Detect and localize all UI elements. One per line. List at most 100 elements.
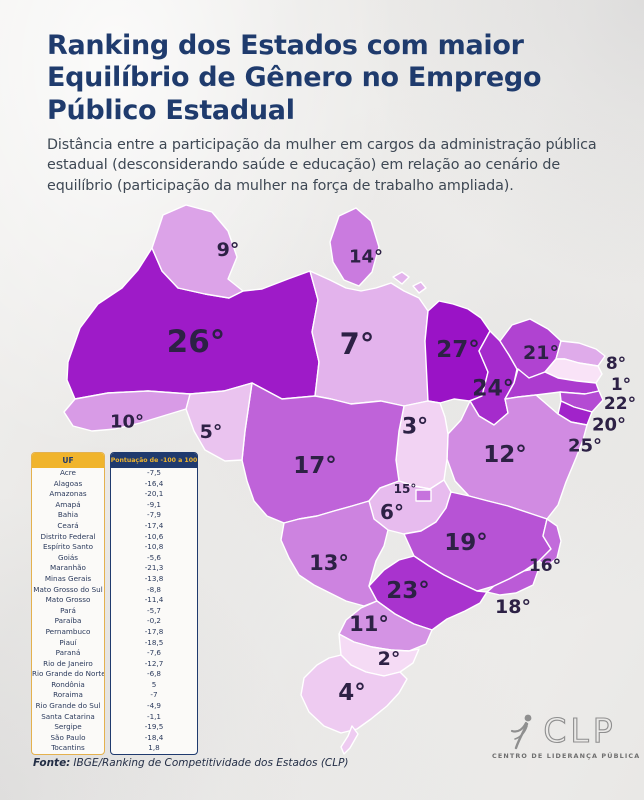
state-ms — [280, 500, 389, 607]
map-label-ap: 14° — [349, 247, 383, 268]
map-label-ms: 13° — [309, 551, 349, 575]
table-row-uf: Pará — [60, 605, 76, 615]
table-row-uf: Paraíba — [54, 616, 82, 626]
map-label-rs: 4° — [338, 680, 366, 706]
table-row-score: -17,4 — [144, 520, 164, 530]
map-label-ro: 5° — [200, 421, 223, 443]
table-header-score: Pontuação de -100 a 100 — [111, 453, 197, 468]
table-row-score: -5,6 — [146, 552, 162, 562]
clp-tagline: CENTRO DE LIDERANÇA PÚBLICA — [492, 752, 641, 760]
table-row-score: -11,4 — [144, 595, 164, 605]
table-row-uf: Santa Catarina — [41, 711, 95, 721]
table-row-score: -13,8 — [144, 573, 164, 583]
state-rs — [300, 654, 408, 734]
map-label-ma: 27° — [436, 337, 480, 363]
clp-wordmark: CLP — [543, 711, 617, 750]
table-row-score: -7,6 — [146, 648, 162, 658]
state-ac — [63, 390, 191, 432]
table-row-uf: Piauí — [59, 637, 77, 647]
table-row-uf: Pernambuco — [45, 626, 91, 636]
table-row-score: -17,8 — [144, 626, 164, 636]
table-row-score: -18,5 — [144, 637, 164, 647]
table-row-score: -12,7 — [144, 658, 164, 668]
map-label-sc: 2° — [378, 648, 401, 670]
table-row-score: -7,9 — [146, 510, 162, 520]
table-score-cells: -7,5 -16,4 -20,1 -9,1 -7,9 -17,4 -10,6 -10,8 -5,… — [111, 468, 197, 754]
state-pa_i2 — [412, 281, 427, 294]
table-row-score: -21,3 — [144, 563, 164, 573]
state-pe — [504, 368, 600, 400]
header: Ranking dos Estados com maior Equilíbrio… — [47, 30, 627, 196]
table-row-uf: São Paulo — [50, 732, 86, 742]
table-row-uf: Alagoas — [53, 478, 83, 488]
source-label: Fonte: — [33, 757, 71, 769]
source-note: Fonte: IBGE/Ranking de Competitividade do… — [33, 757, 349, 769]
table-row-score: -16,4 — [144, 478, 164, 488]
map-label-pr: 11° — [349, 612, 389, 636]
map-label-sp: 23° — [386, 578, 430, 604]
table-row-score: 5 — [151, 679, 157, 689]
table-row-uf: Maranhão — [50, 563, 86, 573]
table-row-score: -5,7 — [146, 605, 162, 615]
map-label-pa: 7° — [340, 327, 375, 361]
score-table: UF Acre Alagoas Amazonas Amapá Bahia Ceará Dis… — [31, 452, 198, 756]
table-row-score: -4,9 — [146, 701, 162, 711]
table-row-uf: Mato Grosso — [45, 595, 91, 605]
table-row-score: -7,5 — [146, 468, 162, 477]
table-row-score: -9,1 — [146, 499, 162, 509]
map-label-se: 25° — [568, 436, 602, 457]
table-row-uf: Rio Grande do Norte — [32, 669, 105, 679]
table-row-uf: Goiás — [57, 552, 79, 562]
map-label-pb: 1° — [611, 375, 631, 395]
clp-logo: CLP CENTRO DE LIDERANÇA PÚBLICA — [492, 711, 641, 760]
table-row-score: -1,1 — [146, 711, 162, 721]
table-row-uf: Bahia — [57, 510, 79, 520]
table-row-uf: Distrito Federal — [40, 531, 96, 541]
map-label-pe: 22° — [604, 394, 636, 414]
table-row-score: -8,8 — [146, 584, 162, 594]
state-es — [538, 518, 562, 567]
table-row-score: -18,4 — [144, 732, 164, 742]
table-row-score: -6,8 — [146, 669, 162, 679]
table-row-score: -7 — [150, 690, 158, 700]
table-column-score: Pontuação de -100 a 100 -7,5 -16,4 -20,1 -9… — [110, 452, 198, 756]
table-uf-cells: Acre Alagoas Amazonas Amapá Bahia Ceará Distri… — [32, 468, 104, 754]
map-label-rj: 18° — [495, 596, 531, 618]
table-row-uf: Amazonas — [49, 489, 87, 499]
map-label-df: 15° — [394, 482, 417, 496]
table-row-score: -10,8 — [144, 542, 164, 552]
table-row-uf: Paraná — [55, 648, 81, 658]
state-df — [415, 489, 432, 502]
state-rj — [486, 567, 540, 596]
table-row-score: -19,5 — [144, 722, 164, 732]
map-label-ba: 12° — [483, 442, 527, 468]
state-ro — [185, 382, 253, 462]
map-label-am: 26° — [167, 324, 226, 360]
map-label-mt: 17° — [293, 453, 337, 479]
table-row-score: 1,8 — [148, 743, 160, 753]
table-row-score: -0,2 — [146, 616, 162, 626]
map-label-go: 6° — [380, 500, 404, 524]
table-row-uf: Rio de Janeiro — [43, 658, 93, 668]
map-label-rn: 8° — [606, 354, 626, 374]
map-label-rr: 9° — [217, 239, 240, 261]
page-subtitle: Distância entre a participação da mulher… — [47, 137, 597, 194]
table-row-uf: Roraima — [53, 690, 83, 700]
table-row-uf: Minas Gerais — [44, 573, 92, 583]
map-label-pi: 24° — [472, 377, 514, 402]
table-row-uf: Tocantins — [51, 743, 85, 753]
table-row-uf: Rio Grande do Sul — [35, 701, 101, 711]
table-header-uf: UF — [32, 453, 104, 468]
table-column-uf: UF Acre Alagoas Amazonas Amapá Bahia Ceará Dis… — [31, 452, 105, 756]
table-row-uf: Ceará — [57, 520, 79, 530]
map-label-es: 16° — [529, 556, 561, 576]
map-label-al: 20° — [592, 415, 626, 436]
page-title: Ranking dos Estados com maior Equilíbrio… — [47, 30, 542, 126]
map-label-ac: 10° — [110, 412, 144, 433]
table-row-uf: Sergipe — [54, 722, 82, 732]
source-text: IBGE/Ranking de Competitividade dos Esta… — [73, 757, 349, 769]
table-row-score: -10,6 — [144, 531, 164, 541]
table-row-uf: Amapá — [55, 499, 81, 509]
clp-figure-icon — [511, 714, 532, 750]
